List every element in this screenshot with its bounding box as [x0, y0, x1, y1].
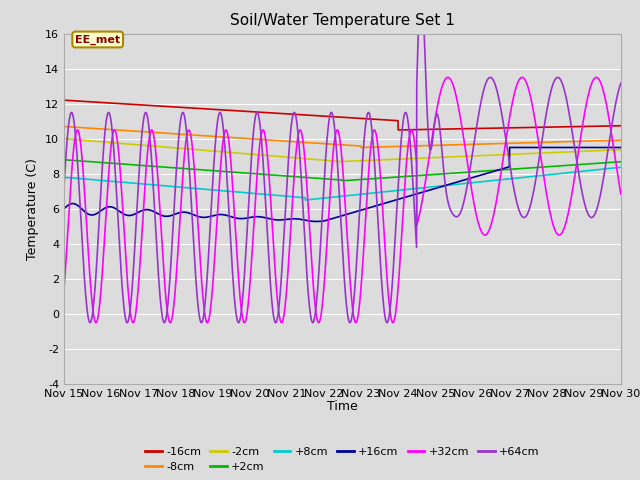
+64cm	[274, 315, 282, 321]
+64cm	[60, 184, 68, 190]
+64cm	[157, 299, 164, 305]
-16cm	[157, 103, 164, 109]
-2cm	[339, 159, 346, 165]
+16cm	[157, 212, 164, 218]
+64cm	[124, 320, 131, 325]
-2cm	[60, 136, 68, 142]
+64cm	[547, 91, 554, 96]
X-axis label: Time: Time	[327, 400, 358, 413]
+2cm	[617, 159, 625, 165]
Text: EE_met: EE_met	[75, 35, 120, 45]
-8cm	[60, 123, 68, 129]
+8cm	[60, 174, 68, 180]
+64cm	[298, 182, 305, 188]
+16cm	[60, 206, 68, 212]
-2cm	[546, 150, 554, 156]
-16cm	[394, 127, 402, 133]
+16cm	[274, 217, 282, 223]
-16cm	[617, 123, 625, 129]
-8cm	[157, 130, 164, 136]
-2cm	[274, 154, 282, 159]
+32cm	[298, 131, 306, 137]
+8cm	[301, 197, 309, 203]
+64cm	[309, 320, 317, 325]
+64cm	[617, 81, 625, 86]
+2cm	[339, 178, 346, 184]
-2cm	[157, 144, 164, 150]
Legend: -16cm, -8cm, -2cm, +2cm, +8cm, +16cm, +32cm, +64cm: -16cm, -8cm, -2cm, +2cm, +8cm, +16cm, +3…	[141, 442, 544, 477]
+8cm	[274, 192, 282, 198]
-8cm	[546, 139, 554, 145]
+32cm	[124, 280, 131, 286]
Line: +16cm: +16cm	[64, 147, 621, 221]
-16cm	[124, 101, 131, 107]
+8cm	[546, 172, 554, 178]
-16cm	[298, 112, 305, 118]
+2cm	[157, 164, 164, 170]
Line: -16cm: -16cm	[64, 100, 621, 130]
Line: +2cm: +2cm	[64, 160, 621, 181]
+2cm	[298, 174, 305, 180]
+16cm	[547, 144, 554, 150]
-8cm	[124, 128, 131, 133]
+32cm	[60, 286, 68, 291]
+32cm	[593, 74, 600, 80]
Line: -8cm: -8cm	[64, 126, 621, 147]
-8cm	[357, 144, 365, 150]
-2cm	[124, 141, 131, 147]
+8cm	[124, 180, 131, 186]
-16cm	[60, 97, 68, 103]
+8cm	[157, 182, 164, 188]
-8cm	[274, 138, 282, 144]
Line: +64cm: +64cm	[64, 0, 621, 323]
+2cm	[274, 172, 282, 178]
+2cm	[606, 159, 614, 165]
+2cm	[546, 164, 554, 169]
+32cm	[617, 191, 625, 197]
-8cm	[298, 139, 305, 145]
+16cm	[617, 144, 625, 150]
+2cm	[124, 161, 131, 167]
-8cm	[617, 137, 625, 143]
-16cm	[606, 123, 614, 129]
+16cm	[606, 144, 614, 150]
+64cm	[606, 132, 614, 138]
-2cm	[617, 147, 625, 153]
-2cm	[606, 147, 614, 153]
-16cm	[546, 124, 554, 130]
-8cm	[606, 138, 614, 144]
Y-axis label: Temperature (C): Temperature (C)	[26, 158, 40, 260]
+8cm	[298, 194, 305, 200]
+32cm	[204, 320, 211, 325]
Title: Soil/Water Temperature Set 1: Soil/Water Temperature Set 1	[230, 13, 455, 28]
Line: +8cm: +8cm	[64, 167, 621, 200]
+32cm	[546, 210, 554, 216]
-16cm	[274, 110, 282, 116]
+32cm	[157, 217, 164, 223]
+8cm	[617, 164, 625, 170]
+16cm	[506, 144, 513, 150]
+32cm	[274, 300, 282, 306]
+16cm	[312, 218, 320, 224]
+2cm	[60, 157, 68, 163]
-2cm	[298, 156, 305, 161]
+16cm	[124, 213, 131, 218]
+32cm	[606, 123, 614, 129]
+8cm	[606, 166, 614, 171]
Line: -2cm: -2cm	[64, 139, 621, 162]
Line: +32cm: +32cm	[64, 77, 621, 323]
+16cm	[298, 216, 305, 222]
